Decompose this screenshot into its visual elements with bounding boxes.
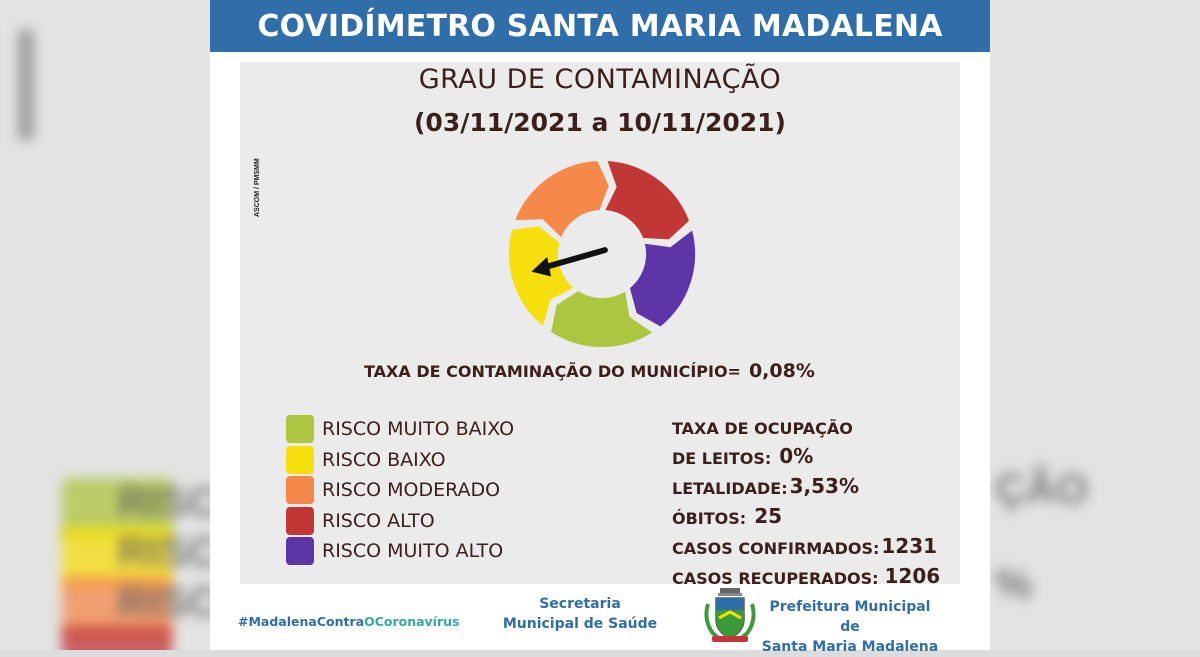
legend-label: RISCO MUITO BAIXO [322, 418, 515, 441]
legend-item-alto: RISCO ALTO [286, 506, 514, 537]
legend-swatch [286, 415, 314, 444]
secretaria-line-2: Municipal de Saúde [502, 616, 658, 632]
bg-credit [18, 30, 34, 140]
contamination-panel: GRAU DE CONTAMINAÇÃO (03/11/2021 a 10/11… [240, 62, 960, 588]
stat-confirmados: CASOS CONFIRMADOS: 1231 [672, 528, 940, 558]
risk-gauge [506, 158, 698, 350]
contamination-rate-value: 0,08% [748, 360, 815, 382]
risk-legend: RISCO MUITO BAIXO RISCO BAIXO RISCO MODE… [286, 414, 514, 567]
gauge-segments [506, 158, 698, 350]
legend-label: RISCO ALTO [322, 509, 435, 532]
stat-value: 0% [779, 444, 814, 468]
contamination-rate: TAXA DE CONTAMINAÇÃO DO MUNICÍPIO= 0,08% [364, 360, 884, 382]
legend-item-moderado: RISCO MODERADO [286, 475, 514, 506]
covidometro-card: COVIDÍMETRO SANTA MARIA MADALENA GRAU DE… [210, 0, 990, 655]
stat-letalidade: LETALIDADE: 3,53% [672, 468, 940, 498]
legend-swatch [286, 506, 314, 535]
page-title: COVIDÍMETRO SANTA MARIA MADALENA [257, 8, 943, 44]
arrow-pointer-icon [531, 247, 608, 277]
panel-title: GRAU DE CONTAMINAÇÃO [418, 64, 782, 95]
legend-item-muito-alto: RISCO MUITO ALTO [286, 536, 514, 567]
legend-swatch [286, 445, 314, 474]
credit-label: ASCOM / PMSMM [254, 158, 261, 217]
stat-label: TAXA DE OCUPAÇÃO [672, 419, 853, 438]
hashtag-part-1: #MadalenaContra [238, 614, 365, 629]
bg-text-4: ÇÃO [995, 465, 1089, 512]
gauge-segment-risco-baixo [506, 224, 577, 330]
stat-label: CASOS RECUPERADOS: [672, 569, 879, 588]
prefeitura-line-1: Prefeitura Municipal de [769, 599, 931, 635]
stat-ocupacao-heading: TAXA DE OCUPAÇÃO [672, 408, 940, 438]
header-banner: COVIDÍMETRO SANTA MARIA MADALENA [210, 0, 990, 52]
stat-label: LETALIDADE: [672, 479, 788, 498]
hashtag: #MadalenaContraOCoronavírus [238, 614, 459, 629]
bg-swatch-red [62, 626, 172, 650]
secretaria-line-1: Secretaria [539, 596, 621, 612]
legend-item-baixo: RISCO BAIXO [286, 445, 514, 476]
bg-text-5: % [995, 560, 1033, 607]
gauge-segment-risco-muito-alto [627, 227, 698, 329]
gauge-segment-risco-alto [602, 158, 692, 242]
gauge-segment-risco-muito-baixo [548, 288, 656, 350]
legend-item-muito-baixo: RISCO MUITO BAIXO [286, 414, 514, 445]
footer: #MadalenaContraOCoronavírus Secretaria M… [210, 584, 990, 655]
prefeitura-label: Prefeitura Municipal de Santa Maria Mada… [760, 597, 940, 657]
gauge-segment-risco-moderado [512, 159, 611, 241]
stats-block: TAXA DE OCUPAÇÃO DE LEITOS: 0% LETALIDADE… [672, 408, 940, 588]
hashtag-part-2: OCoronavírus [364, 614, 460, 629]
legend-swatch [286, 537, 314, 566]
date-period: (03/11/2021 a 10/11/2021) [414, 108, 786, 137]
contamination-rate-label: TAXA DE CONTAMINAÇÃO DO MUNICÍPIO= [364, 362, 741, 381]
stat-value: 25 [754, 504, 783, 528]
stat-obitos: ÓBITOS: 25 [672, 498, 940, 528]
stat-value: 3,53% [789, 474, 859, 498]
legend-swatch [286, 476, 314, 505]
stat-label: DE LEITOS: [672, 449, 772, 468]
stat-label: ÓBITOS: [672, 509, 747, 528]
stat-ocupacao: DE LEITOS: 0% [672, 438, 940, 468]
secretaria-label: Secretaria Municipal de Saúde [486, 594, 674, 634]
coat-of-arms-icon [704, 588, 756, 642]
prefeitura-line-2: Santa Maria Madalena [761, 639, 939, 655]
legend-label: RISCO MUITO ALTO [322, 540, 504, 563]
stat-label: CASOS CONFIRMADOS: [672, 539, 880, 558]
stat-value: 1231 [881, 534, 938, 558]
legend-label: RISCO MODERADO [322, 479, 501, 502]
legend-label: RISCO BAIXO [322, 448, 446, 471]
